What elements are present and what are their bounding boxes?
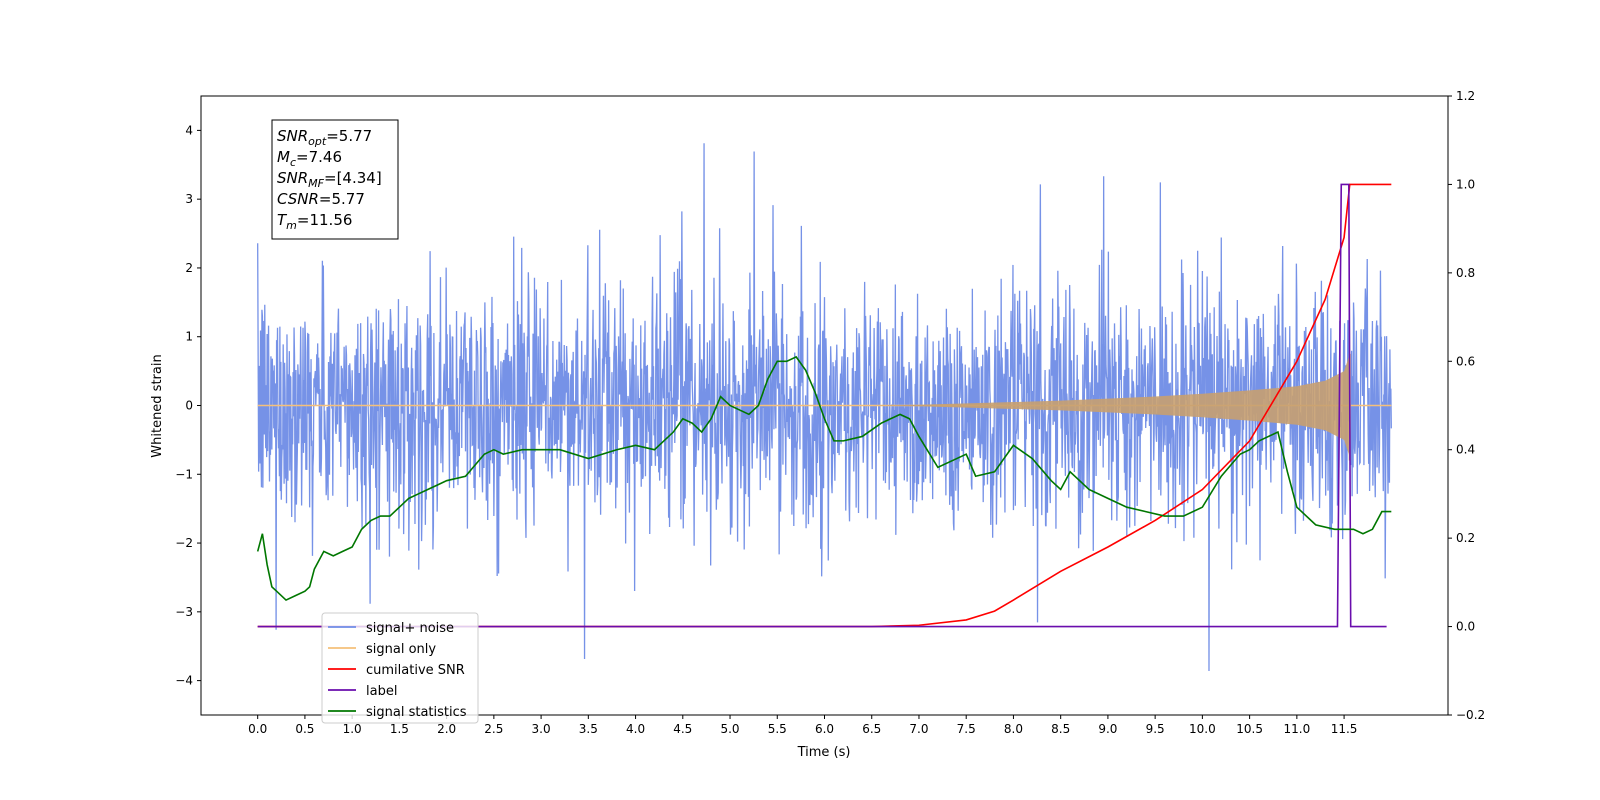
x-axis-ticks: 0.0 0.5 1.0 1.5 2.0 2.5 3.0 3.5 4.0 4.5 5.0 5.5 6.0 6… <box>248 715 1357 736</box>
x-tick-label: 0.5 <box>295 722 314 736</box>
legend: signal+ noise signal only cumilative SNR la… <box>321 612 479 724</box>
x-tick-label: 2.5 <box>484 722 503 736</box>
y-axis-ticks: 4 3 2 1 0 −1 −2 −3 −4 <box>175 123 201 688</box>
x-tick-label: 10.5 <box>1236 722 1263 736</box>
y2-tick-label: 1.2 <box>1456 89 1475 103</box>
annotation-line: SNRopt=5.77 <box>277 127 372 148</box>
x-tick-label: 9.0 <box>1098 722 1117 736</box>
x-tick-label: 7.5 <box>957 722 976 736</box>
legend-label: signal+ noise <box>366 621 454 636</box>
x-tick-label: 2.0 <box>437 722 456 736</box>
x-tick-label: 8.0 <box>1004 722 1023 736</box>
y2-axis-ticks: 1.2 1.0 0.8 0.6 0.4 0.2 0.0 −0.2 <box>1448 89 1485 722</box>
series-line <box>257 183 1387 628</box>
x-tick-label: 3.5 <box>579 722 598 736</box>
series-signal-noise <box>257 143 1392 671</box>
x-tick-label: 11.5 <box>1331 722 1358 736</box>
series-cumilative-snr <box>257 183 1392 628</box>
x-tick-label: 4.0 <box>626 722 645 736</box>
y2-tick-label: −0.2 <box>1456 708 1485 722</box>
x-tick-label: 5.5 <box>768 722 787 736</box>
annotation-line: Tm=11.56 <box>277 211 352 232</box>
x-axis-label: Time (s) <box>797 745 851 760</box>
series-signal-statistics <box>256 355 1392 601</box>
x-tick-label: 6.5 <box>862 722 881 736</box>
x-tick-label: 6.0 <box>815 722 834 736</box>
y-tick-label: −2 <box>175 536 193 550</box>
annotation-frame <box>271 119 399 240</box>
y-tick-label: −1 <box>175 467 193 481</box>
legend-label: label <box>366 684 397 699</box>
y2-tick-label: 0.4 <box>1456 443 1475 457</box>
x-tick-label: 4.5 <box>673 722 692 736</box>
y2-tick-label: 0.8 <box>1456 266 1475 280</box>
y-tick-label: −3 <box>175 605 193 619</box>
annotation-line: CSNR=5.77 <box>277 190 365 208</box>
legend-label: cumilative SNR <box>366 663 465 678</box>
y2-tick-label: 1.0 <box>1456 177 1475 191</box>
x-tick-label: 11.0 <box>1283 722 1310 736</box>
y-axis-label: Whitened strain <box>150 354 165 457</box>
series-label <box>257 183 1387 628</box>
y2-tick-label: 0.6 <box>1456 354 1475 368</box>
y-tick-label: 1 <box>185 330 193 344</box>
x-tick-label: 10.0 <box>1189 722 1216 736</box>
y2-tick-label: 0.2 <box>1456 531 1475 545</box>
legend-label: signal only <box>366 642 436 657</box>
noise-trace <box>257 143 1392 671</box>
y-tick-label: 0 <box>185 399 193 413</box>
series-line <box>257 183 1392 628</box>
y-tick-label: 3 <box>185 192 193 206</box>
annotation-line: SNRMF=[4.34] <box>277 169 382 190</box>
x-tick-label: 9.5 <box>1146 722 1165 736</box>
y-tick-label: −4 <box>175 674 193 688</box>
legend-frame <box>321 612 479 724</box>
x-tick-label: 7.0 <box>909 722 928 736</box>
y2-tick-label: 0.0 <box>1456 620 1475 634</box>
y-tick-label: 2 <box>185 261 193 275</box>
legend-label: signal statistics <box>366 705 467 720</box>
y-tick-label: 4 <box>185 123 193 137</box>
annotation-line: Mc=7.46 <box>277 148 342 169</box>
series-line <box>256 355 1392 601</box>
x-tick-label: 8.5 <box>1051 722 1070 736</box>
x-tick-label: 1.0 <box>343 722 362 736</box>
series-layer <box>256 143 1392 671</box>
x-tick-label: 1.5 <box>390 722 409 736</box>
x-tick-label: 0.0 <box>248 722 267 736</box>
x-tick-label: 3.0 <box>532 722 551 736</box>
signal-envelope <box>871 353 1350 458</box>
x-tick-label: 5.0 <box>720 722 739 736</box>
